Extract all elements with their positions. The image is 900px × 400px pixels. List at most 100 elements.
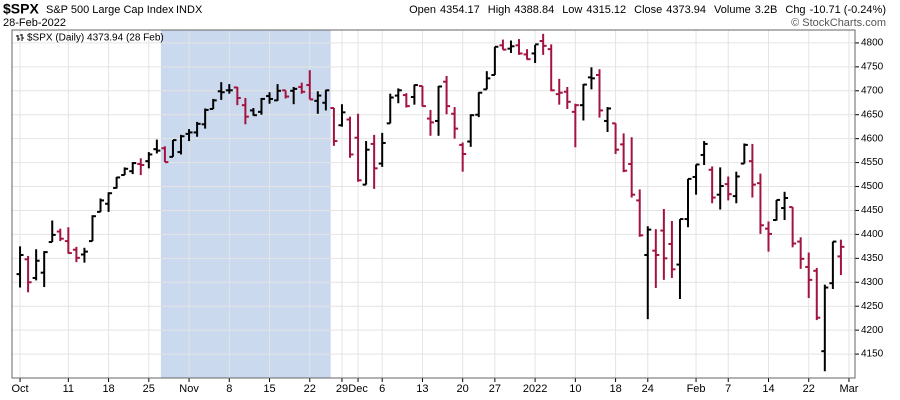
ohlc-bar: [137, 158, 145, 176]
ohlc-bar: [483, 71, 491, 91]
ohlc-bar: [113, 176, 121, 189]
ohlc-bar: [402, 93, 410, 108]
ohlc-bar: [660, 209, 668, 280]
stat-value: 3.2B: [755, 4, 778, 16]
x-tick-label: Nov: [179, 383, 199, 395]
ohlc-bar: [80, 247, 88, 263]
ohlc-bar: [781, 191, 789, 221]
x-tick-label: 22: [803, 383, 815, 395]
ohlc-bar: [72, 246, 80, 263]
exchange: INDX: [176, 4, 203, 16]
x-tick-label: 18: [609, 383, 621, 395]
x-tick-label: 27: [489, 383, 501, 395]
x-tick-label: Mar: [839, 383, 858, 395]
ohlc-bar: [185, 129, 193, 142]
ohlc-bar: [64, 227, 72, 255]
ohlc-bar: [16, 246, 24, 288]
x-tick-label: Oct: [11, 383, 28, 395]
x-tick-label: 29: [336, 383, 348, 395]
ohlc-bar: [555, 78, 563, 105]
x-tick-label: 11: [63, 383, 74, 395]
stat-label: Low: [562, 4, 582, 16]
stat-value: -10.71 (-0.24%): [810, 4, 886, 16]
ohlc-bar: [32, 249, 40, 281]
ohlc-bar: [708, 166, 716, 204]
ohlc-bar: [764, 221, 772, 252]
ohlc-bar: [121, 167, 129, 177]
stat-value: 4354.17: [440, 4, 480, 16]
symbol: $SPX: [3, 1, 39, 17]
ohlc-bar: [620, 133, 628, 173]
ohlc-bar: [48, 220, 56, 244]
ohlc-bar: [153, 139, 161, 154]
ohlc-bar: [571, 103, 579, 148]
stat-label: High: [488, 4, 511, 16]
ohlc-bar: [161, 146, 169, 164]
ohlc-bar: [249, 108, 257, 117]
y-tick-label: 4650: [861, 109, 884, 120]
ohlc-bar: [233, 86, 241, 106]
ohlc-bar: [298, 82, 306, 94]
ohlc-bar: [56, 228, 64, 242]
ohlc-bar: [201, 108, 209, 129]
ohlc-bar: [724, 176, 732, 201]
ohlc-bar: [668, 220, 676, 278]
ohlc-bar: [306, 70, 314, 101]
ohlc-bar: [756, 173, 764, 234]
ohlc-bar: [24, 255, 32, 293]
legend-icon: [16, 34, 24, 41]
ohlc-bar: [322, 89, 330, 111]
stat-value: 4373.94: [666, 4, 706, 16]
stat-value: 4388.84: [514, 4, 554, 16]
ohlc-bar: [595, 69, 603, 118]
y-tick-label: 4800: [861, 38, 884, 49]
ohlc-bar: [499, 39, 507, 51]
ohlc-bar: [435, 85, 443, 136]
ohlc-bar: [467, 114, 475, 147]
x-tick-label: 22: [304, 383, 316, 395]
ohlc-bar: [169, 139, 177, 158]
ohlc-bar: [209, 98, 217, 110]
x-tick-label: 24: [642, 383, 654, 395]
x-tick-label: 25: [143, 383, 155, 395]
ohlc-bar: [97, 198, 105, 213]
ohlc-bar: [257, 97, 265, 115]
ohlc-bar: [129, 162, 137, 175]
ohlc-bar: [523, 49, 531, 61]
x-tick-label: 18: [102, 383, 114, 395]
ohlc-bar: [274, 84, 282, 102]
stat-label: Open: [409, 4, 436, 16]
ohlc-bar: [362, 141, 370, 186]
ohlc-bar: [386, 93, 394, 125]
ohlc-bar: [837, 239, 845, 276]
ohlc-bar: [282, 89, 290, 99]
x-tick-label: 8: [226, 383, 232, 395]
stat-label: Volume: [714, 4, 751, 16]
ohlc-bar: [241, 97, 249, 125]
ohlc-bar: [636, 189, 644, 237]
ohlc-bar: [604, 107, 612, 132]
ohlc-bar: [330, 107, 338, 146]
ohlc-bar: [290, 86, 298, 105]
ohlc-bar: [539, 33, 547, 55]
ohlc-bar: [491, 45, 499, 76]
ohlc-bar: [797, 237, 805, 269]
y-tick-label: 4750: [861, 61, 884, 72]
x-tick-label: 7: [725, 383, 731, 395]
ohlc-bar: [475, 91, 483, 118]
ohlc-bar: [410, 84, 418, 105]
ohlc-bar: [821, 284, 829, 372]
ohlc-bar: [225, 84, 233, 94]
stat-label: Chg: [785, 4, 805, 16]
ohlc-bar: [177, 134, 185, 155]
ohlc-bar: [716, 167, 724, 210]
ohlc-bar: [266, 92, 274, 104]
x-tick-label: 10: [569, 383, 581, 395]
x-tick-label: 13: [416, 383, 428, 395]
ohlc-bar: [748, 143, 756, 198]
stat-value: 4315.12: [586, 4, 626, 16]
y-tick-label: 4550: [861, 157, 884, 168]
ohlc-bar: [217, 82, 225, 100]
ohlc-bar: [789, 206, 797, 248]
index-name: S&P 500 Large Cap Index: [46, 4, 174, 16]
